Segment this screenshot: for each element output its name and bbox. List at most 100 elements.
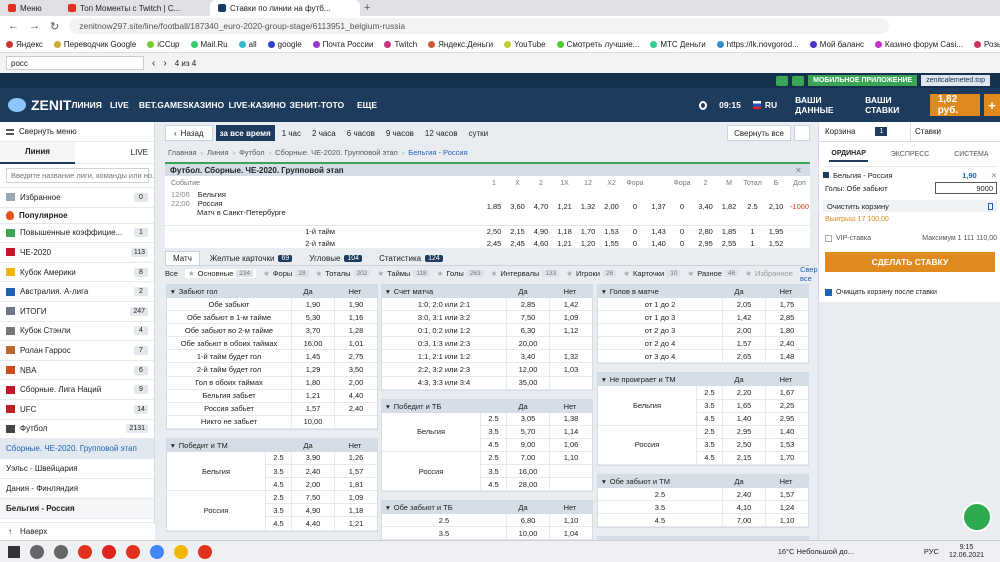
browser-tab[interactable]: Топ Моменты с Twitch | С...	[60, 0, 210, 16]
back-button[interactable]: ‹ Назад	[165, 125, 213, 141]
odds-cell[interactable]: 12,00	[506, 363, 549, 377]
filter[interactable]: ★ Интервалы 133	[491, 269, 560, 278]
odds[interactable]: 1,10	[563, 453, 579, 463]
odds[interactable]: 2,50	[736, 440, 752, 450]
odds-cell[interactable]: 1,06	[549, 438, 592, 452]
odds[interactable]: 1,53	[604, 227, 619, 236]
logo[interactable]: ZENIT	[8, 97, 71, 113]
odds-cell[interactable]: 1,67	[765, 386, 808, 400]
odds-cell[interactable]: 1,57	[291, 402, 334, 416]
sidebar-row[interactable]: Кубок Стэнли 4	[0, 322, 154, 342]
crumb[interactable]: Главная	[168, 147, 197, 157]
odds[interactable]: 7,00	[736, 515, 752, 525]
collapse-menu[interactable]: Свернуть меню	[19, 127, 77, 136]
odds[interactable]: 4,70	[533, 202, 549, 211]
nav-item[interactable]: LIVE-КАЗИНО	[228, 100, 286, 110]
nav-item[interactable]: ЛИНИЯ	[71, 100, 102, 110]
odds[interactable]: 10,00	[518, 528, 538, 538]
odds[interactable]: 0	[632, 239, 638, 248]
taskbar-app[interactable]	[174, 544, 188, 559]
league-search[interactable]: Введите название лиги, команды или но...	[6, 168, 154, 183]
odds-cell[interactable]: 1,42	[722, 311, 765, 325]
odds-cell[interactable]: 5,30	[291, 311, 334, 325]
market-title[interactable]: ▾ Не проиграет и ТМ	[598, 375, 710, 384]
odds-cell[interactable]: 6,80	[506, 514, 549, 528]
sidebar-tab[interactable]: Линия	[0, 141, 75, 164]
odds-cell[interactable]: 2,40	[765, 337, 808, 351]
market-title[interactable]: ▾ Хотя бы одна не забьет и ТБ	[598, 539, 710, 540]
odds-cell[interactable]: 1,29	[291, 363, 334, 377]
odds[interactable]: 1,32	[563, 351, 579, 361]
filter[interactable]: ★ Основные 234	[184, 269, 257, 278]
bookmark[interactable]: Mail.Ru	[190, 40, 228, 49]
period-option[interactable]: 12 часов	[424, 128, 458, 138]
nav-item[interactable]: ЗЕНИТ-ТОТО	[289, 100, 345, 110]
odds[interactable]: 35,00	[518, 378, 538, 388]
odds[interactable]: 1,12	[563, 325, 579, 335]
bet-type[interactable]: ОРДИНАР	[829, 147, 868, 162]
sidebar-row[interactable]: Австралия. А-лига 2	[0, 282, 154, 302]
odds[interactable]: 1,75	[779, 299, 795, 309]
browser-tab[interactable]: Меню	[0, 0, 60, 16]
odds-cell[interactable]: 2,65	[722, 350, 765, 364]
market-title[interactable]: ▾ Обе забьют и ТБ	[382, 503, 494, 512]
market-title[interactable]: ▾ Голов в матче	[598, 287, 710, 296]
match-link[interactable]: Бельгия - Россия	[6, 504, 75, 514]
weather[interactable]: 16°C Небольшой до...	[777, 547, 854, 556]
stake-input[interactable]: 9000	[935, 182, 997, 194]
bookmark[interactable]: all	[238, 40, 257, 49]
find-next[interactable]: ›	[163, 57, 167, 69]
bet-type[interactable]: СИСТЕМА	[954, 150, 989, 158]
market-title[interactable]: ▾ Победит и ТБ	[382, 402, 494, 411]
odds[interactable]: 1,18	[557, 227, 572, 236]
odds[interactable]: 7,50	[520, 312, 536, 322]
odds-cell[interactable]: 1,21	[334, 517, 377, 531]
crumb[interactable]: Бельгия - Россия	[408, 147, 468, 157]
mirror-link[interactable]: zenitcalemeted.top	[921, 75, 990, 86]
balance[interactable]: 1,82 руб.	[929, 94, 980, 116]
sidebar-row[interactable]: UFC 14	[0, 400, 154, 420]
odds[interactable]: 1,85	[486, 202, 502, 211]
filter[interactable]: ★ Тоталы 202	[316, 269, 371, 278]
odds-cell[interactable]: 2,40	[334, 402, 377, 416]
odds[interactable]: 3,90	[305, 453, 321, 463]
odds[interactable]: 1,70	[779, 453, 795, 463]
odds[interactable]: 1,28	[348, 325, 364, 335]
odds[interactable]: 2,75	[348, 351, 364, 361]
language[interactable]: RU	[764, 100, 778, 110]
filter[interactable]: ★ Голы 263	[437, 269, 484, 278]
odds-cell[interactable]: 28,00	[506, 478, 549, 492]
odds[interactable]: 1,21	[557, 202, 572, 211]
taskbar-app[interactable]	[78, 544, 92, 559]
odds[interactable]: 1,57	[305, 404, 321, 414]
odds[interactable]: 1,10	[779, 515, 795, 525]
odds[interactable]: 1,65	[736, 401, 752, 411]
bookmark[interactable]: Переводчик Google	[53, 40, 136, 49]
odds-cell[interactable]: 7,50	[506, 311, 549, 325]
odds[interactable]: 1,21	[305, 391, 321, 401]
odds-cell[interactable]: 1,04	[549, 527, 592, 540]
odds[interactable]: 1,03	[563, 365, 579, 375]
odds-cell[interactable]: 1,10	[549, 451, 592, 466]
odds-cell[interactable]: 1,12	[549, 324, 592, 338]
odds-cell[interactable]: 1,01	[334, 337, 377, 351]
odds[interactable]: 0	[632, 202, 638, 211]
bookmark[interactable]: Смотреть лучшие...	[556, 40, 639, 49]
odds-cell[interactable]: 2,40	[291, 465, 334, 479]
sidebar-row[interactable]: Сборные. Лига Наций 9	[0, 380, 154, 400]
find-input[interactable]: росс	[6, 56, 144, 70]
odds[interactable]: 1,09	[563, 312, 579, 322]
start-button[interactable]	[8, 545, 20, 558]
odds[interactable]: 1,16	[348, 312, 364, 322]
bookmark[interactable]: Twitch	[384, 40, 417, 49]
sidebar-row[interactable]: ИТОГИ 247	[0, 302, 154, 322]
odds-cell[interactable]: 3,70	[291, 324, 334, 338]
odds[interactable]: 1,40	[651, 239, 666, 248]
odds[interactable]: 0	[679, 239, 685, 248]
nav-button[interactable]: →	[29, 20, 40, 32]
nav-item[interactable]: КАЗИНО	[188, 100, 225, 110]
odds[interactable]: 1	[750, 227, 755, 236]
bookmark[interactable]: Казино форум Casi...	[875, 40, 963, 49]
odds-cell[interactable]: 1,80	[765, 324, 808, 338]
collapse-markets[interactable]: Свернуть все	[799, 264, 833, 283]
